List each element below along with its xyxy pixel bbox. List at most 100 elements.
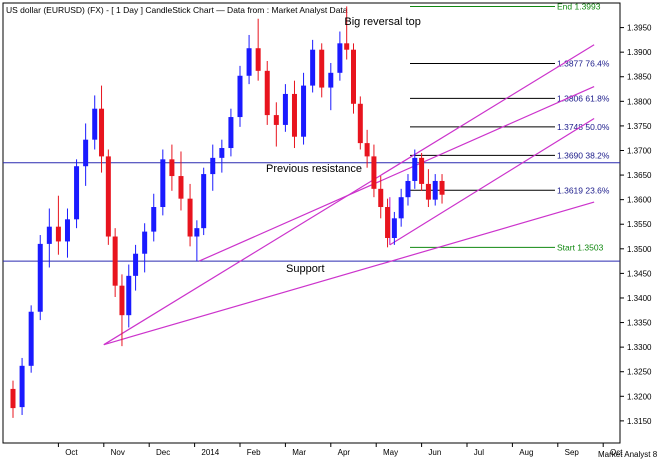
candle-body [371, 156, 377, 189]
candle-body [37, 243, 43, 312]
x-tick-label: Feb [247, 448, 261, 457]
y-tick-label: 1.3550 [627, 220, 652, 229]
horizontal-levels: Previous resistance Support [3, 162, 620, 275]
level-label: Previous resistance [266, 163, 362, 175]
fibonacci-levels: End 1.3993 1.3877 76.4% 1.3806 61.8% 1.3748… [410, 1, 610, 252]
y-tick-label: 1.3750 [627, 122, 652, 131]
candle-body [328, 72, 334, 88]
x-tick-label: Oct [65, 448, 78, 457]
x-tick-label: Jun [428, 448, 441, 457]
x-tick-label: Aug [519, 448, 533, 457]
y-tick-label: 1.3850 [627, 73, 652, 82]
candle-body [310, 49, 316, 86]
candle-body [99, 108, 105, 157]
candle-body [385, 207, 391, 238]
y-tick-label: 1.3950 [627, 24, 652, 33]
candle-body [83, 139, 89, 167]
fib-label: 1.3806 61.8% [557, 93, 610, 103]
x-tick-label: May [383, 448, 398, 457]
y-tick-label: 1.3300 [627, 343, 652, 352]
candle-body [112, 236, 118, 286]
candle-body [439, 180, 445, 195]
fib-label: Start 1.3503 [557, 242, 604, 252]
candle-body [301, 85, 307, 137]
candle-body [210, 157, 216, 175]
trendlines [103, 44, 595, 346]
candle-body [194, 228, 200, 237]
y-tick-label: 1.3500 [627, 245, 652, 254]
fib-label: 1.3748 50.0% [557, 122, 610, 132]
candle-body [344, 43, 350, 50]
candle-body [273, 115, 279, 125]
x-tick-label: Oct [610, 448, 623, 457]
x-tick-label: Mar [292, 448, 306, 457]
candle-body [405, 180, 411, 198]
candle-body [255, 48, 261, 71]
candle-body [126, 275, 132, 316]
candle-body [419, 157, 425, 184]
candle-body [19, 365, 25, 408]
x-axis: Oct Nov Dec 2014 Feb Mar Apr May Jun Jul Aug Sep Oct [3, 442, 623, 457]
annotation-text: Big reversal top [344, 16, 420, 28]
annotations: Big reversal top [344, 16, 420, 28]
candle-body [64, 219, 70, 242]
y-tick-label: 1.3700 [627, 146, 652, 155]
fib-label: 1.3619 23.6% [557, 185, 610, 195]
candle-body [291, 93, 297, 137]
y-tick-label: 1.3900 [627, 48, 652, 57]
trendline [198, 86, 595, 262]
fib-label: End 1.3993 [557, 1, 601, 11]
trendline [103, 201, 595, 346]
candle-body [28, 311, 34, 366]
candle-body [142, 231, 148, 254]
y-axis: 1.3150 1.3200 1.3250 1.3300 1.3350 1.3400 1.34… [619, 3, 652, 443]
y-tick-label: 1.3350 [627, 319, 652, 328]
candle-body [133, 253, 139, 276]
candle-body [237, 75, 243, 118]
y-tick-label: 1.3450 [627, 269, 652, 278]
x-tick-label: Nov [111, 448, 125, 457]
candle-body [398, 197, 404, 219]
candle-body [391, 218, 397, 238]
candles [10, 6, 445, 418]
candle-body [10, 388, 16, 409]
x-tick-label: Apr [338, 448, 351, 457]
y-tick-label: 1.3200 [627, 392, 652, 401]
y-tick-label: 1.3250 [627, 368, 652, 377]
chart-title: US dollar (EURUSD) (FX) - [ 1 Day ] Cand… [6, 5, 348, 15]
watermark: Market Analyst 8 [598, 450, 658, 459]
candle-body [319, 49, 325, 88]
y-tick-label: 1.3400 [627, 294, 652, 303]
y-tick-label: 1.3800 [627, 97, 652, 106]
fib-label: 1.3690 38.2% [557, 150, 610, 160]
x-tick-label: Dec [156, 448, 170, 457]
fib-label: 1.3877 76.4% [557, 58, 610, 68]
candle-body [357, 103, 363, 144]
candle-body [264, 70, 270, 116]
candle-body [74, 166, 80, 220]
candle-body [187, 198, 193, 237]
y-tick-label: 1.3150 [627, 417, 652, 426]
candle-body [282, 93, 288, 125]
candle-body [425, 183, 431, 200]
candle-body [160, 159, 166, 208]
candle-body [364, 143, 370, 157]
x-tick-label: Sep [565, 448, 580, 457]
level-label: Support [286, 263, 325, 275]
candle-body [351, 49, 356, 104]
candle-body [337, 43, 343, 73]
candle-body [228, 117, 234, 149]
x-tick-label: Jul [474, 448, 484, 457]
y-tick-label: 1.3650 [627, 171, 652, 180]
candle-body [105, 156, 111, 237]
candle-body [378, 188, 384, 208]
candle-body [432, 180, 438, 200]
candle-body [55, 226, 61, 242]
candle-body [219, 148, 225, 158]
trendline [389, 118, 595, 246]
candle-body [119, 285, 125, 316]
y-tick-label: 1.3600 [627, 196, 652, 205]
candle-body [412, 157, 418, 181]
